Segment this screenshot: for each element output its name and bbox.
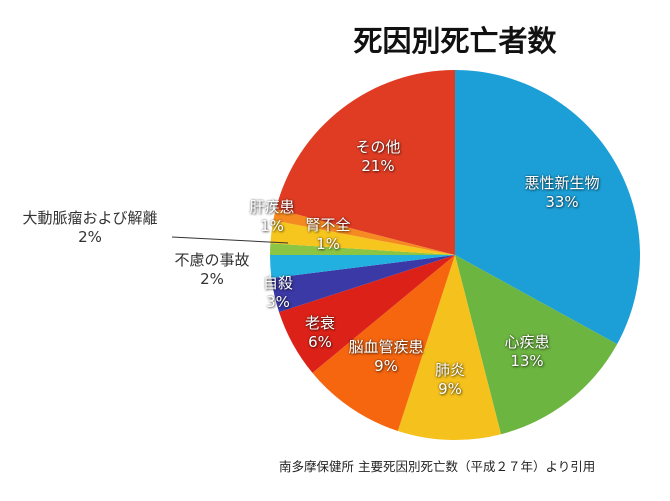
source-note: 南多摩保健所 主要死因別死亡数（平成２７年）より引用: [279, 459, 596, 474]
slice-label: その他 21%: [355, 138, 400, 176]
pie-slice: [273, 208, 455, 255]
slice-name: 肺炎: [434, 361, 466, 379]
pie-slice: [270, 255, 455, 279]
slice-name: 老衰: [304, 314, 336, 332]
pie-slice: [312, 255, 455, 431]
slice-label: 腎不全 1%: [305, 216, 350, 254]
slice-label: 肝疾患 1%: [249, 198, 294, 236]
slice-percent: 6%: [308, 333, 332, 351]
pie-slice: [397, 255, 502, 441]
slice-percent: 13%: [510, 352, 544, 370]
slice-name: 腎不全: [305, 216, 351, 234]
pie-slice: [270, 243, 455, 255]
slice-percent: 3%: [266, 293, 290, 311]
slice-label: 大動脈瘤および解離 2%: [22, 209, 157, 247]
pie-slice: [455, 70, 640, 345]
slice-name: 脳血管疾患: [348, 338, 424, 356]
slice-label: 心疾患 13%: [504, 333, 549, 371]
slice-label: 肺炎 9%: [435, 361, 465, 399]
slice-label: 不慮の事故 2%: [174, 251, 249, 289]
pie-slice: [279, 255, 455, 373]
slice-label: 悪性新生物 33%: [524, 174, 599, 212]
slice-name: 心疾患: [504, 333, 550, 351]
slice-label: 老衰 6%: [305, 314, 335, 352]
slice-percent: 9%: [438, 380, 462, 398]
chart-title: 死因別死亡者数: [353, 24, 557, 58]
slice-name: 悪性新生物: [524, 174, 600, 192]
slice-name: その他: [355, 138, 401, 156]
slice-percent: 1%: [316, 235, 340, 253]
pie-slice: [275, 70, 455, 255]
slice-percent: 1%: [260, 217, 284, 235]
pie-slice: [271, 255, 455, 313]
pie-slice: [270, 220, 455, 255]
slice-percent: 2%: [78, 228, 102, 246]
slice-label: 自殺 3%: [263, 274, 293, 312]
slice-percent: 2%: [200, 270, 224, 288]
leader-line: [171, 236, 289, 244]
pie-slice: [455, 255, 618, 435]
slice-name: 肝疾患: [249, 198, 295, 216]
slice-name: 不慮の事故: [174, 251, 250, 269]
slice-percent: 21%: [361, 157, 395, 175]
slice-label: 脳血管疾患 9%: [348, 338, 423, 376]
slice-name: 大動脈瘤および解離: [22, 209, 158, 227]
slice-percent: 9%: [374, 357, 398, 375]
slice-name: 自殺: [262, 274, 294, 292]
slice-percent: 33%: [545, 193, 579, 211]
